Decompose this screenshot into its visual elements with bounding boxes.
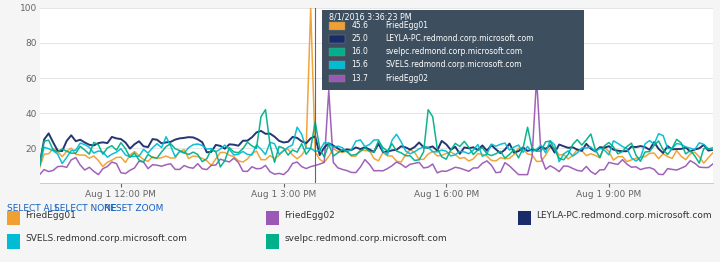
Text: svelpc.redmond.corp.microsoft.com: svelpc.redmond.corp.microsoft.com bbox=[284, 234, 447, 243]
Bar bbox=[329, 35, 345, 43]
Text: svelpc.redmond.corp.microsoft.com: svelpc.redmond.corp.microsoft.com bbox=[385, 47, 523, 56]
Text: 8/1/2016 3:36:23 PM: 8/1/2016 3:36:23 PM bbox=[329, 12, 411, 21]
Bar bbox=[329, 48, 345, 56]
Text: LEYLA-PC.redmond.corp.microsoft.com: LEYLA-PC.redmond.corp.microsoft.com bbox=[385, 34, 534, 43]
Text: 15.6: 15.6 bbox=[351, 61, 368, 69]
Text: RESET ZOOM: RESET ZOOM bbox=[104, 204, 163, 213]
Text: 16.0: 16.0 bbox=[351, 47, 368, 56]
Text: SELECT NONE: SELECT NONE bbox=[54, 204, 117, 213]
Bar bbox=[322, 10, 584, 90]
Text: 25.0: 25.0 bbox=[351, 34, 368, 43]
Text: FriedEgg02: FriedEgg02 bbox=[284, 211, 335, 220]
Bar bbox=[329, 75, 345, 83]
Text: 45.6: 45.6 bbox=[351, 21, 369, 30]
Text: SELECT ALL: SELECT ALL bbox=[7, 204, 60, 213]
Text: SVELS.redmond.corp.microsoft.com: SVELS.redmond.corp.microsoft.com bbox=[385, 61, 522, 69]
Text: LEYLA-PC.redmond.corp.microsoft.com: LEYLA-PC.redmond.corp.microsoft.com bbox=[536, 211, 712, 220]
Text: SVELS.redmond.corp.microsoft.com: SVELS.redmond.corp.microsoft.com bbox=[25, 234, 187, 243]
Text: FriedEgg01: FriedEgg01 bbox=[25, 211, 76, 220]
Bar bbox=[329, 61, 345, 69]
Text: 13.7: 13.7 bbox=[351, 74, 368, 83]
Text: FriedEgg02: FriedEgg02 bbox=[385, 74, 428, 83]
Bar bbox=[329, 22, 345, 30]
Text: FriedEgg01: FriedEgg01 bbox=[385, 21, 428, 30]
Text: ⚙: ⚙ bbox=[701, 0, 711, 1]
